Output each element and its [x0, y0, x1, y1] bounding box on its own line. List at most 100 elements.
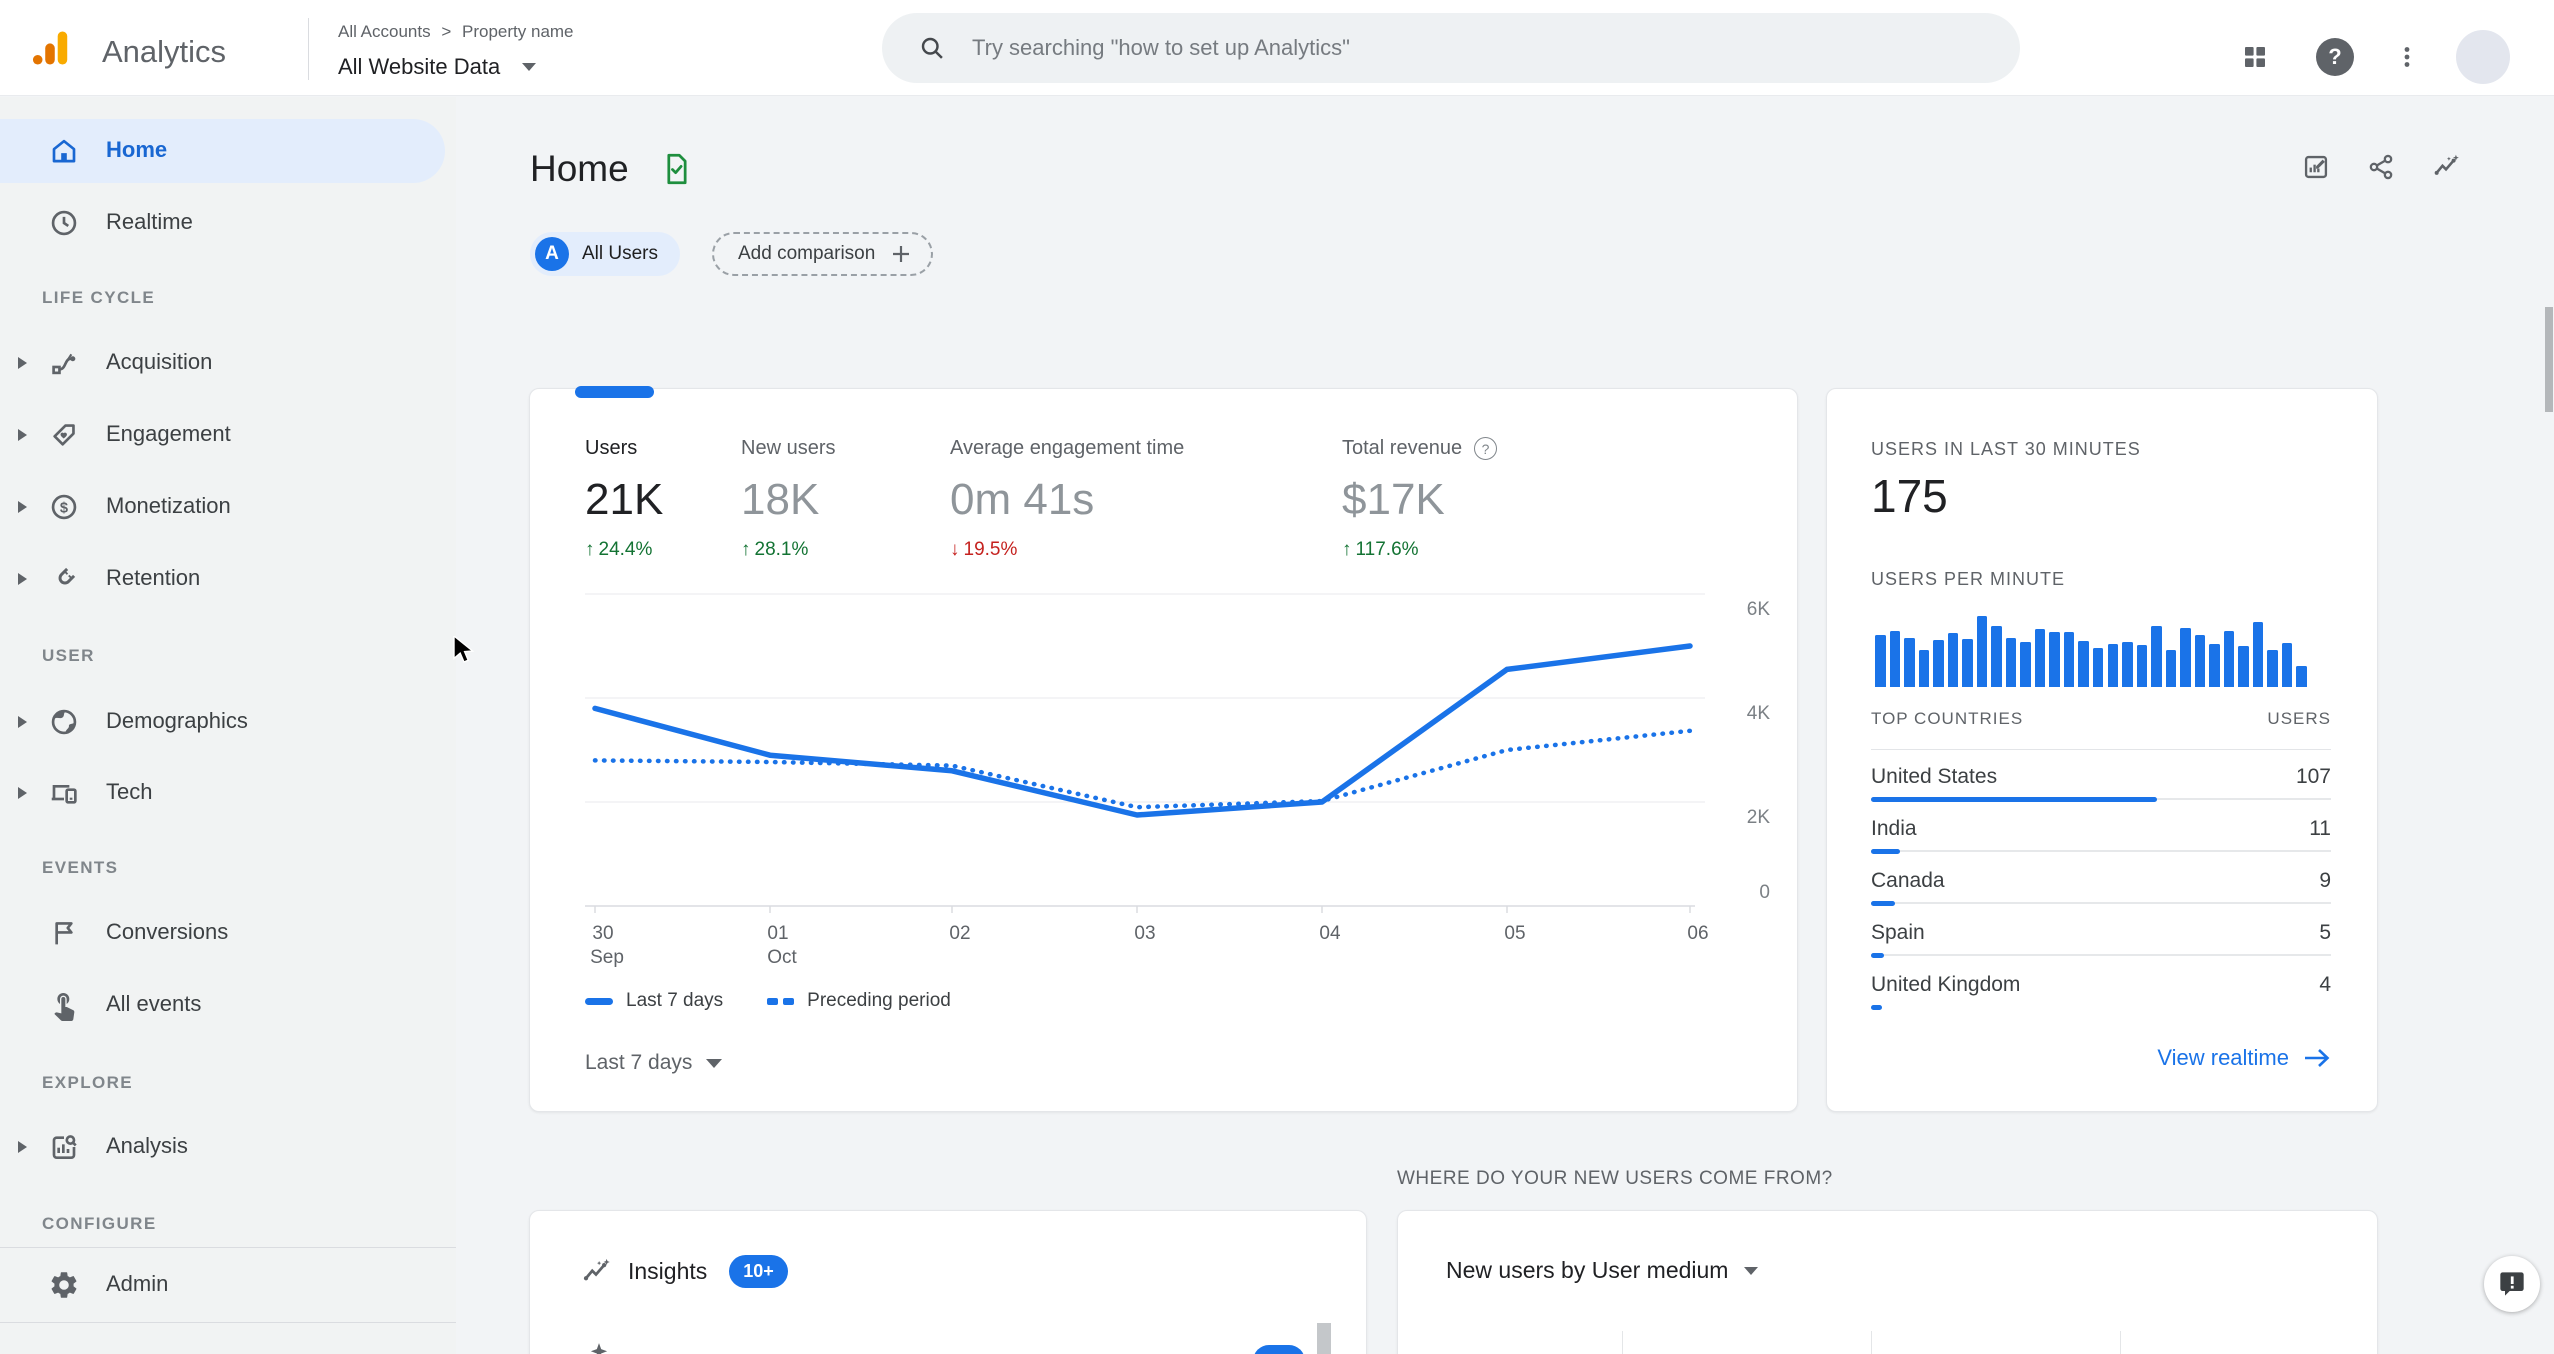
metric-delta: ↑ 24.4%	[585, 539, 653, 560]
legend-swatch-solid	[585, 997, 613, 1005]
expand-caret-icon[interactable]	[18, 501, 27, 513]
help-icon[interactable]: ?	[2316, 38, 2354, 76]
search-input[interactable]	[972, 35, 2020, 61]
legend-label: Last 7 days	[626, 990, 724, 1011]
per-minute-bar	[2020, 642, 2031, 687]
home-icon	[48, 135, 80, 167]
magnet-icon	[48, 563, 80, 595]
all-users-chip[interactable]: A All Users	[530, 232, 681, 276]
help-icon[interactable]: ?	[1474, 437, 1498, 460]
country-users: 9	[2319, 869, 2331, 892]
search-bar[interactable]	[882, 13, 2020, 83]
devices-icon	[48, 777, 80, 809]
add-comparison-button[interactable]: Add comparison	[712, 232, 934, 276]
country-name: United States	[1871, 765, 1998, 788]
arrow-up-icon: ↑	[1342, 539, 1352, 560]
tag-heart-icon	[48, 419, 80, 451]
page-scrollbar[interactable]	[2545, 307, 2553, 412]
sidebar-item-engagement[interactable]: Engagement	[0, 403, 456, 467]
expand-caret-icon[interactable]	[18, 1141, 27, 1153]
country-name: Spain	[1871, 921, 1925, 944]
sidebar-item-admin[interactable]: Admin	[0, 1253, 456, 1317]
view-realtime-link[interactable]: View realtime	[2157, 1045, 2331, 1071]
sidebar-item-all-events[interactable]: All events	[0, 973, 456, 1037]
per-minute-bar	[2194, 635, 2206, 687]
insights-card: Insights 10+	[529, 1210, 1367, 1354]
breadcrumb-property[interactable]: Property name	[462, 22, 574, 41]
per-minute-bar	[1962, 639, 1973, 687]
feedback-icon	[2500, 1272, 2524, 1296]
sidebar-item-retention[interactable]: Retention	[0, 547, 456, 611]
country-bar	[1871, 848, 1900, 854]
expand-caret-icon[interactable]	[18, 787, 27, 799]
property-selector[interactable]: All Website Data	[338, 54, 537, 80]
per-minute-bar	[2238, 646, 2249, 687]
expand-caret-icon[interactable]	[18, 573, 27, 585]
per-minute-bar	[1991, 626, 2002, 687]
insights-header[interactable]: Insights 10+	[580, 1255, 788, 1288]
sidebar-item-home[interactable]: Home	[0, 119, 445, 183]
sidebar-item-monetization[interactable]: $ Monetization	[0, 475, 456, 539]
sidebar-item-tech[interactable]: Tech	[0, 761, 456, 825]
sidebar-item-analysis[interactable]: Analysis	[0, 1115, 456, 1179]
arrow-up-icon: ↑	[585, 539, 595, 560]
svg-text:02: 02	[949, 923, 970, 944]
avatar[interactable]	[2456, 30, 2510, 84]
breadcrumb[interactable]: All Accounts > Property name	[338, 22, 580, 42]
date-range-selector[interactable]: Last 7 days	[585, 1051, 723, 1075]
expand-caret-icon[interactable]	[18, 716, 27, 728]
expand-caret-icon[interactable]	[18, 429, 27, 441]
more-menu-icon[interactable]	[2395, 45, 2419, 69]
sidebar-item-conversions[interactable]: Conversions	[0, 901, 456, 965]
new-users-dimension-selector[interactable]: New users by User medium	[1446, 1257, 1759, 1284]
sidebar-item-realtime[interactable]: Realtime	[0, 191, 456, 255]
doc-check-icon[interactable]	[660, 152, 692, 191]
overview-card: Users 21K ↑ 24.4% New users 18K ↑ 28.1% Av…	[529, 386, 1798, 1112]
per-minute-bar	[2165, 650, 2177, 687]
country-bar	[1871, 796, 2157, 802]
country-row: Canada 9	[1871, 861, 2331, 913]
gridline	[1871, 1331, 1872, 1354]
per-minute-bar	[2252, 622, 2264, 687]
top-countries-list: United States 107 India 11 Canada 9 Spain 5 Unit…	[1871, 757, 2331, 1017]
analytics-logo-icon	[28, 26, 72, 75]
breadcrumb-account[interactable]: All Accounts	[338, 22, 431, 41]
per-minute-bar	[2034, 629, 2046, 687]
insights-scrollbar[interactable]	[1317, 1323, 1331, 1354]
per-minute-bar	[2122, 642, 2133, 687]
per-minute-bar	[1947, 633, 1959, 687]
apps-grid-icon[interactable]	[2243, 45, 2267, 69]
sidebar-section-configure: CONFIGURE	[42, 1214, 157, 1233]
app-name: Analytics	[102, 34, 227, 69]
touch-icon	[48, 989, 80, 1021]
sidebar-item-demographics[interactable]: Demographics	[0, 690, 456, 754]
arrow-right-icon	[2305, 1049, 2330, 1067]
per-minute-bar	[1918, 650, 1930, 687]
country-bar	[1871, 900, 1895, 906]
svg-text:6K: 6K	[1747, 599, 1771, 620]
customize-report-icon[interactable]	[2302, 153, 2330, 181]
plus-icon	[893, 246, 910, 262]
users-per-minute-label: USERS PER MINUTE	[1871, 569, 2066, 589]
per-minute-bar	[2078, 641, 2089, 687]
top-countries-header: TOP COUNTRIES USERS	[1871, 709, 2331, 728]
legend-label: Preceding period	[807, 990, 951, 1011]
analysis-icon	[48, 1131, 80, 1163]
sidebar-item-acquisition[interactable]: Acquisition	[0, 331, 456, 395]
sidebar-divider	[0, 1322, 456, 1323]
country-bar-track	[1871, 1004, 2331, 1010]
expand-caret-icon[interactable]	[18, 357, 27, 369]
country-row: United Kingdom 4	[1871, 965, 2331, 1017]
search-icon	[921, 37, 943, 59]
breadcrumb-separator: >	[441, 22, 452, 41]
country-name: United Kingdom	[1871, 973, 2021, 996]
feedback-button[interactable]	[2484, 1256, 2540, 1312]
share-icon[interactable]	[2367, 153, 2395, 181]
per-minute-bar	[1875, 635, 1886, 687]
sidebar-divider	[0, 1247, 456, 1248]
country-row: United States 107	[1871, 757, 2331, 809]
header-divider	[308, 18, 309, 80]
arrow-up-icon: ↑	[741, 539, 751, 560]
svg-text:03: 03	[1134, 923, 1155, 944]
insights-icon[interactable]	[2432, 153, 2460, 181]
